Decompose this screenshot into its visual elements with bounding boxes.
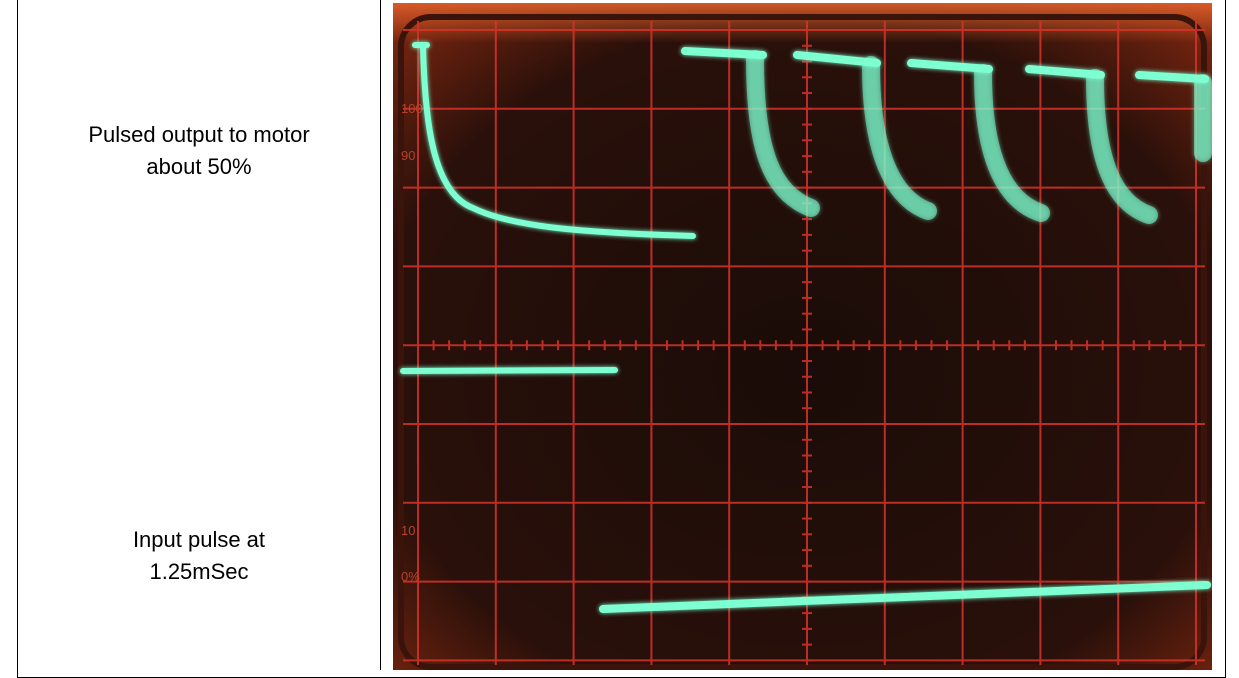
graticule-label: 10: [401, 523, 415, 538]
label-line: Pulsed output to motor: [88, 122, 310, 147]
graticule-label: 90: [401, 148, 415, 163]
label-line: Input pulse at: [132, 527, 266, 552]
bezel: [398, 14, 1207, 670]
screen: [393, 3, 1212, 670]
trace: [1086, 69, 1158, 224]
label-line: about 50%: [146, 154, 252, 179]
trace: [400, 367, 618, 374]
oscilloscope-photo: 100 90 10 0%: [393, 3, 1212, 670]
trace: [599, 581, 1211, 613]
graticule-labels: 100 90 10 0%: [401, 101, 423, 584]
label-line: 1.25mSec: [149, 559, 249, 584]
graticule-label: 100: [401, 101, 423, 116]
traces: [400, 42, 1212, 613]
graticule: [403, 21, 1205, 665]
trace: [420, 44, 696, 239]
row-label: Pulsed output to motor about 50%: [18, 119, 380, 183]
trace: [746, 50, 820, 217]
graticule-label: 0%: [401, 569, 420, 584]
row-label: Input pulse at 1.25mSec: [18, 524, 380, 588]
trace: [862, 56, 937, 220]
trace: [1135, 71, 1209, 83]
trace: [974, 64, 1050, 222]
cell-divider: [380, 0, 381, 670]
screen-glow: [393, 3, 1212, 43]
